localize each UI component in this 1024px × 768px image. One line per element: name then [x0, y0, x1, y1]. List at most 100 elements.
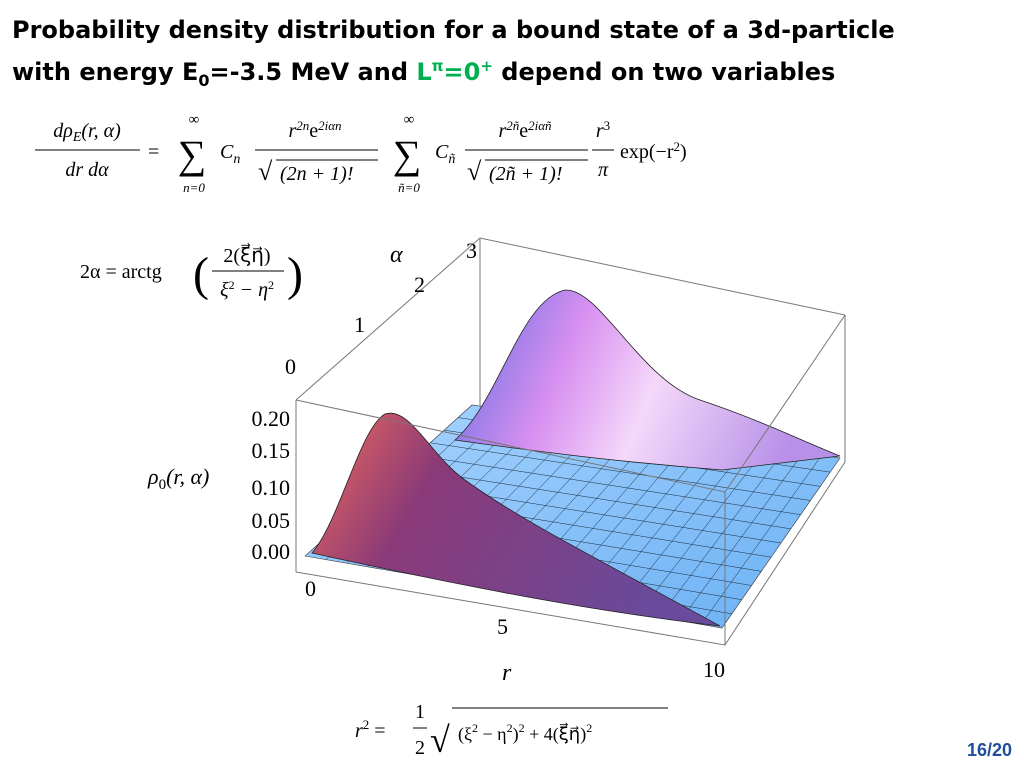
math-text: r [596, 120, 604, 142]
superscript: 2 [507, 721, 513, 735]
superscript: 2 [673, 139, 680, 154]
math-text: exp(−r2) [620, 139, 687, 163]
tick-label: 0 [305, 576, 316, 601]
paren: ) [287, 248, 303, 301]
sum: ∑ [393, 132, 422, 177]
tick-label: 0 [285, 354, 296, 379]
math-text: (ξ [458, 724, 472, 745]
tick-label: 2 [414, 272, 425, 297]
limit: n=0 [183, 180, 205, 195]
paren: ( [193, 248, 209, 301]
mesh-line [680, 452, 804, 621]
limit: n=0 [183, 180, 205, 195]
root: √ [258, 157, 273, 186]
limit: ∞ [189, 112, 200, 128]
subscript: n [233, 152, 240, 167]
math-text: dr dα [65, 159, 109, 181]
math-text: r [498, 120, 506, 142]
limit: ñ=0 [398, 180, 420, 195]
math-text: C [435, 141, 449, 163]
title-text: depend on two variables [493, 58, 835, 86]
tick-label: 0.20 [252, 406, 291, 431]
tick-label: 0.15 [252, 438, 291, 463]
math-text: π [598, 159, 609, 181]
axis-label: (r, α) [166, 464, 209, 489]
tick-label: 10 [703, 657, 725, 682]
superscript: π [432, 57, 444, 75]
math-text: r [355, 720, 363, 742]
root: √ [258, 157, 273, 186]
tick-label: 0 [285, 354, 296, 379]
superscript: 2 [519, 721, 525, 735]
math-text: r3 [596, 118, 610, 142]
axis-label: r [502, 660, 512, 686]
tick-label: 5 [497, 614, 508, 639]
title-text: =0 [444, 58, 481, 86]
limit: ∞ [189, 112, 200, 128]
math-text: + 4(ξ⃗η⃗) [525, 723, 587, 745]
title-text: =-3.5 MeV and [210, 58, 417, 86]
sum: ∑ [178, 132, 207, 177]
axis-label: ρ0(r, α) [147, 464, 209, 493]
tick-label: 0.10 [252, 475, 291, 500]
title-text: with energy E [12, 58, 198, 86]
tick-label: 1 [354, 312, 365, 337]
math-text: C [220, 141, 234, 163]
tick-label: 0.05 [252, 508, 291, 533]
superscript: + [480, 57, 493, 75]
superscript: 2iαn [318, 118, 341, 133]
tick-label: 3 [466, 238, 477, 263]
sum: ∑ [178, 132, 207, 177]
math-text: − η [478, 724, 507, 744]
root: √ [430, 720, 450, 760]
math-text: = [148, 141, 159, 163]
math-text: 2(ξ⃗η⃗) [223, 242, 270, 267]
math-text: r2ne2iαn [288, 118, 341, 142]
superscript: 2 [268, 278, 274, 292]
math-text: r [288, 120, 296, 142]
subscript: 0 [159, 477, 167, 493]
formula-r: r2 = 1 2 √ (ξ2 − η2)2 + 4(ξ⃗η⃗)2 [355, 701, 668, 760]
axis-label: ρ [147, 464, 159, 489]
formula-alpha: 2α = arctg ( 2(ξ⃗η⃗) ξ2 − η2 ) [80, 242, 303, 301]
axis-label: r [502, 660, 512, 686]
tick-label: 0.00 [252, 539, 291, 564]
superscript: 2 [472, 721, 478, 735]
math-text: 2 [415, 737, 425, 759]
tick-label: 0.00 [252, 539, 291, 564]
superscript: 2ñ [506, 118, 520, 133]
surface [304, 289, 841, 629]
tick-label: 10 [703, 657, 725, 682]
math-text: ) [513, 724, 519, 745]
axis-label: α [390, 242, 403, 268]
limit: ∞ [404, 112, 415, 128]
formula-density: dρE(r, α) dr dα = ∑ ∞ n=0 Cn r2ne2iαn √ … [35, 112, 687, 195]
math-text: − η [235, 279, 268, 301]
math-text: Cñ [435, 141, 455, 167]
mesh-line [700, 455, 822, 625]
root: √ [467, 157, 482, 186]
superscript: 2n [296, 118, 309, 133]
tick-label: 5 [497, 614, 508, 639]
math-text: e [309, 120, 318, 142]
math-text: ) [680, 141, 687, 163]
axis-label: α [390, 242, 403, 268]
math-text: dρ [53, 120, 73, 142]
math-text: dr dα [65, 159, 109, 181]
math-text: (2ñ + 1)! [489, 163, 562, 185]
math-text: π [598, 159, 609, 181]
superscript: 2 [229, 278, 235, 292]
page-number: 16/20 [967, 740, 1012, 760]
limit: ñ=0 [398, 180, 420, 195]
surface-peak-front [311, 412, 721, 627]
math-text: (r, α) [81, 120, 121, 142]
paren: ) [287, 248, 303, 301]
surface-peak-back [454, 289, 841, 471]
title-text: L [416, 58, 431, 86]
mesh-line [659, 449, 785, 618]
math-text: (2n + 1)! [280, 163, 353, 185]
superscript: 3 [604, 118, 611, 133]
math-text: Cn [220, 141, 240, 167]
math-text: 2α = arctg [80, 261, 162, 283]
